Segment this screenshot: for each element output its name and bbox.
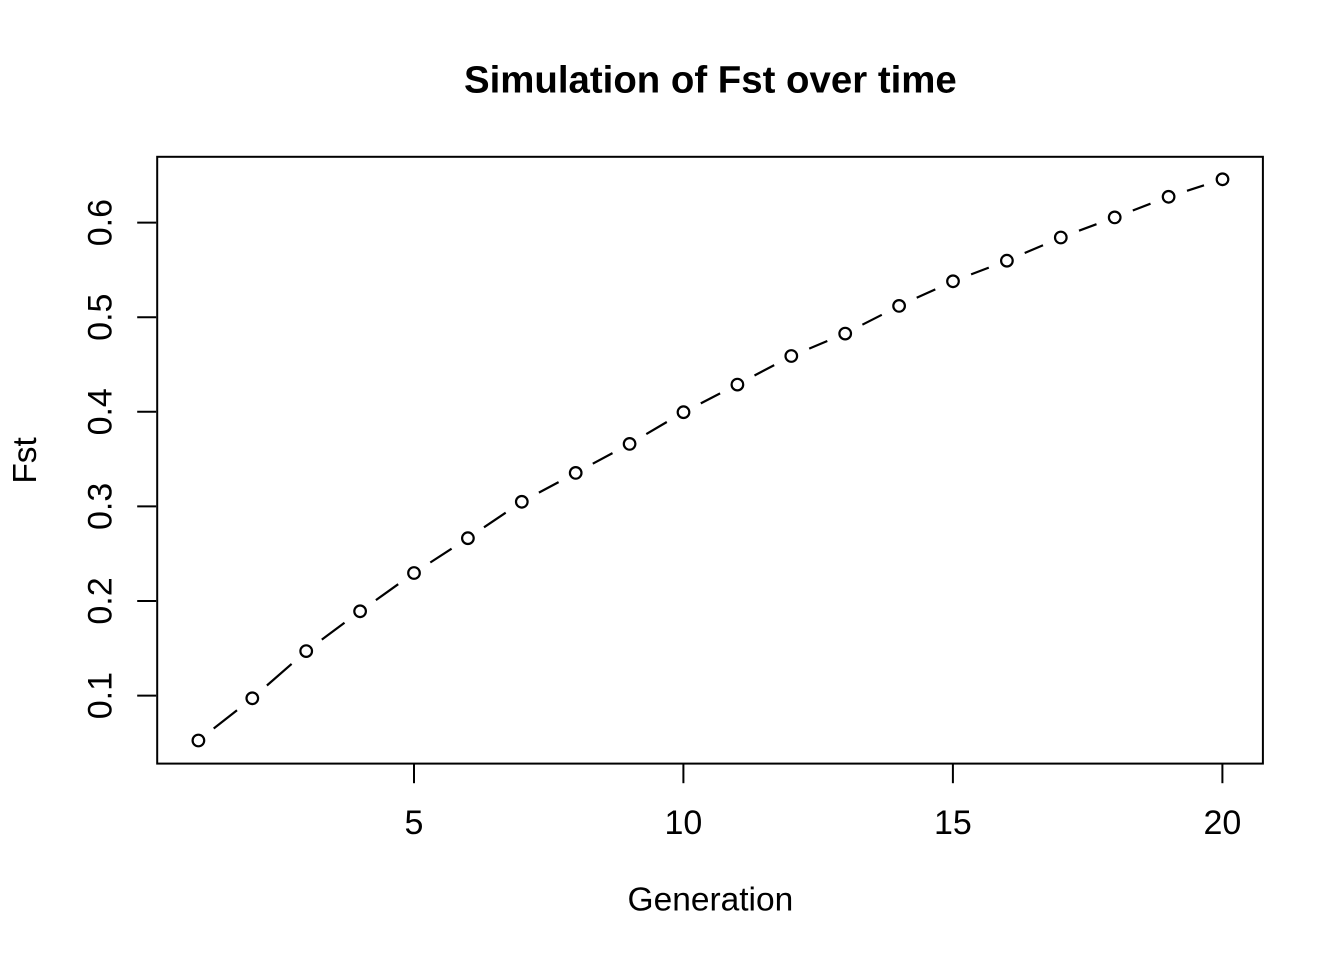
svg-text:Generation: Generation bbox=[628, 882, 794, 919]
svg-text:0.6: 0.6 bbox=[81, 199, 119, 246]
svg-text:Fst: Fst bbox=[7, 436, 44, 483]
svg-text:0.3: 0.3 bbox=[81, 483, 119, 530]
svg-text:0.4: 0.4 bbox=[81, 388, 119, 435]
svg-text:10: 10 bbox=[664, 804, 702, 842]
svg-text:0.5: 0.5 bbox=[81, 294, 119, 341]
svg-text:20: 20 bbox=[1203, 804, 1241, 842]
svg-text:0.2: 0.2 bbox=[81, 577, 119, 624]
svg-text:5: 5 bbox=[405, 804, 424, 842]
svg-text:15: 15 bbox=[934, 804, 972, 842]
svg-text:0.1: 0.1 bbox=[81, 672, 119, 719]
svg-text:Simulation of Fst over time: Simulation of Fst over time bbox=[464, 58, 957, 101]
